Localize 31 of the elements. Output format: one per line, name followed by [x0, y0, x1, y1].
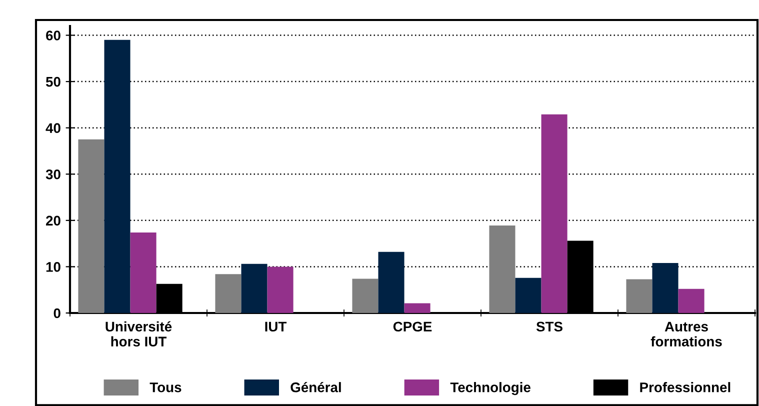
legend-label: Général: [290, 382, 341, 392]
x-tick-label: Autres formations: [650, 322, 722, 346]
x-tick-label: IUT: [265, 322, 287, 332]
y-tick-label: 50: [46, 76, 60, 87]
bar: [678, 288, 704, 313]
y-tick-label: 20: [46, 216, 60, 226]
x-tick-label: STS: [536, 322, 562, 332]
y-tick-label: 60: [46, 30, 60, 40]
y-tick-label: 40: [46, 123, 60, 134]
legend-label: Technologie: [450, 382, 530, 396]
bar: [241, 264, 268, 313]
bar: [515, 278, 542, 313]
bar: [652, 263, 678, 313]
bar: [541, 114, 568, 313]
bar: [626, 279, 652, 313]
bar: [267, 266, 294, 313]
bar: [378, 252, 404, 313]
y-tick-label: 0: [54, 308, 60, 318]
legend-label: Tous: [150, 382, 182, 392]
bar: [404, 303, 430, 313]
x-tick-label: CPGE: [393, 322, 432, 332]
y-tick-label: 30: [46, 169, 60, 180]
bar: [352, 278, 378, 313]
bar: [215, 274, 242, 313]
y-tick-label: 10: [46, 262, 60, 272]
x-tick-label: Université hors IUT: [106, 321, 172, 346]
bar: [78, 139, 104, 313]
bar: [130, 232, 156, 313]
legend-label: Professionnel: [640, 382, 730, 392]
bar: [489, 226, 516, 313]
bar: [104, 40, 130, 313]
